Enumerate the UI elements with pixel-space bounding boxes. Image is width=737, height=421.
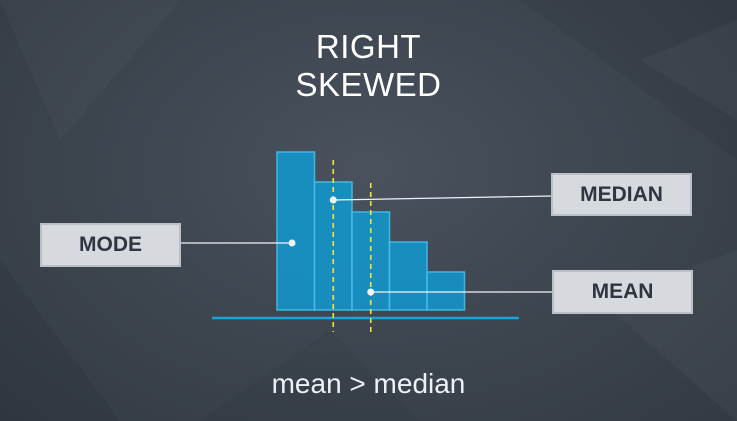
median-connector-line: [333, 195, 552, 201]
mode-label-box: MODE: [40, 223, 181, 267]
mode-connector-dot: [288, 239, 296, 247]
chart-title: RIGHT SKEWED: [0, 28, 737, 104]
title-line-1: RIGHT: [315, 28, 422, 65]
mean-label-box: MEAN: [552, 270, 693, 314]
mean-connector-dot: [367, 288, 375, 296]
median-label-box: MEDIAN: [551, 173, 692, 216]
comparison-caption: mean > median: [271, 368, 466, 399]
histogram-bar-4: [388, 241, 428, 311]
title-line-2: SKEWED: [295, 66, 442, 103]
median-connector-dot: [329, 196, 337, 204]
histogram-bar-5: [426, 271, 466, 311]
histogram-bar-1: [276, 151, 316, 311]
